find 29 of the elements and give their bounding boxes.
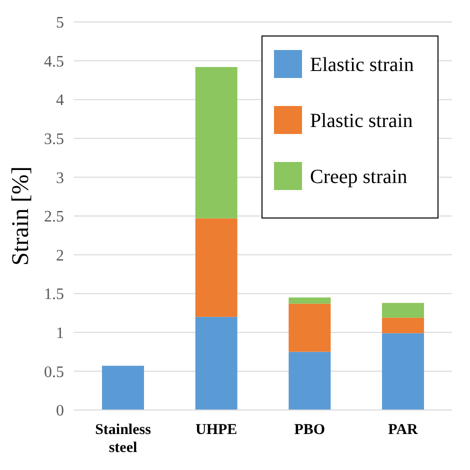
x-tick-label: Stainless steel (95, 422, 152, 456)
bar (195, 316, 238, 410)
legend-label: Elastic strain (310, 54, 414, 76)
y-tick-label: 4.5 (44, 53, 64, 70)
y-tick-label: 2.5 (44, 208, 64, 226)
y-tick-label: 0.5 (44, 364, 64, 381)
y-tick-label: 1 (56, 325, 64, 342)
y-tick-label: 2 (56, 247, 64, 264)
bar (288, 297, 331, 304)
bar (382, 333, 424, 410)
y-tick-label: 4 (56, 92, 64, 110)
y-tick-label: 3 (56, 170, 64, 187)
y-tick-label: 1.5 (44, 286, 64, 304)
y-tick-label: 5 (56, 14, 64, 32)
x-tick-label: UHPE (195, 422, 238, 438)
bar (102, 366, 144, 410)
legend-label: Plastic strain (310, 110, 413, 132)
y-tick-label: 0 (56, 402, 64, 420)
bar (382, 302, 424, 318)
bar (195, 67, 238, 218)
y-tick-label: 3.5 (44, 131, 64, 148)
x-tick-label: PBO (294, 422, 326, 438)
y-axis-title: Strain [%] (8, 166, 34, 266)
bar (382, 318, 424, 334)
bar (195, 218, 238, 317)
bar (288, 352, 331, 410)
legend-label: Creep strain (310, 166, 408, 188)
x-tick-label: PAR (388, 422, 418, 438)
bar (288, 304, 331, 352)
